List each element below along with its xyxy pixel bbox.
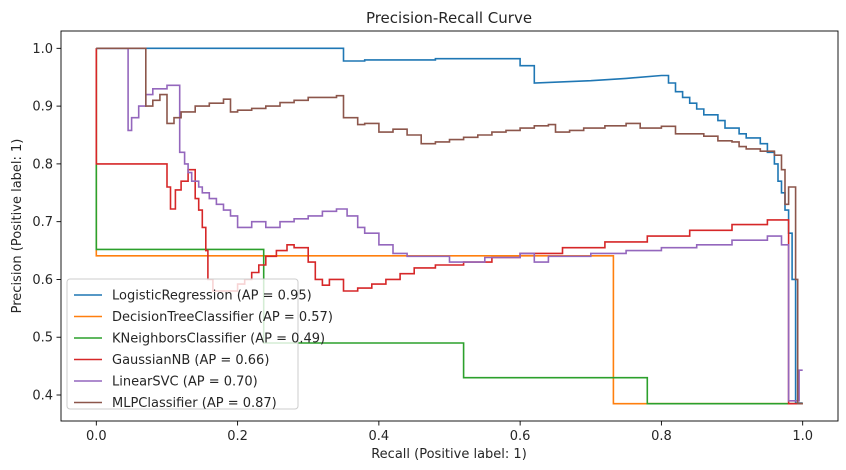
series-line-3 xyxy=(95,48,803,405)
series-line-2 xyxy=(95,48,803,405)
legend-box xyxy=(66,278,299,410)
series-line-5 xyxy=(96,47,803,405)
series-line-0 xyxy=(96,47,803,404)
x-tick-label: 0.0 xyxy=(86,429,107,444)
x-tick-label: 1.0 xyxy=(792,429,813,444)
y-tick-label: 1.0 xyxy=(32,42,53,57)
x-tick-label: 0.8 xyxy=(651,429,672,444)
y-tick-label: 0.6 xyxy=(32,273,53,288)
chart-title: Precision-Recall Curve xyxy=(366,9,532,27)
x-tick-label: 0.4 xyxy=(369,429,390,444)
legend-label-3: GaussianNB (AP = 0.66) xyxy=(112,353,269,368)
y-tick-label: 0.5 xyxy=(32,331,53,346)
legend-label-5: MLPClassifier (AP = 0.87) xyxy=(112,396,277,411)
x-tick-label: 0.2 xyxy=(227,429,248,444)
legend-label-4: LinearSVC (AP = 0.70) xyxy=(112,375,258,390)
x-tick-label: 0.6 xyxy=(510,429,531,444)
y-tick-label: 0.9 xyxy=(32,100,53,115)
legend-label-1: DecisionTreeClassifier (AP = 0.57) xyxy=(112,310,333,325)
x-axis: 0.0 0.2 0.4 0.6 0.8 1.0 xyxy=(86,421,813,444)
y-axis: 0.4 0.5 0.6 0.7 0.8 0.9 1.0 xyxy=(32,42,61,404)
y-tick-label: 0.7 xyxy=(32,215,53,230)
x-axis-label: Recall (Positive label: 1) xyxy=(371,447,527,462)
legend-label-0: LogisticRegression (AP = 0.95) xyxy=(112,289,312,304)
plot-frame xyxy=(60,30,839,422)
legend-label-2: KNeighborsClassifier (AP = 0.49) xyxy=(112,332,325,347)
series-line-4 xyxy=(96,47,803,402)
y-tick-label: 0.8 xyxy=(32,157,53,172)
legend: LogisticRegression (AP = 0.95) DecisionTr… xyxy=(66,278,333,411)
y-tick-label: 0.4 xyxy=(32,389,53,404)
series-layer xyxy=(95,47,803,405)
y-axis-label: Precision (Positive label: 1) xyxy=(10,139,25,314)
